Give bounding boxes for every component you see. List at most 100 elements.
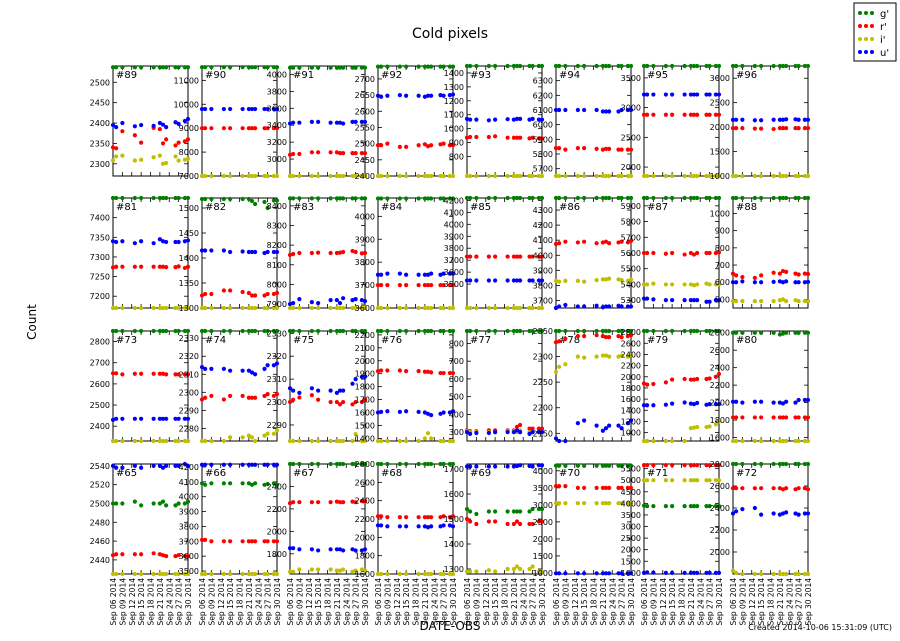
- data-point: [563, 501, 568, 506]
- data-point: [209, 462, 214, 467]
- data-point: [553, 484, 559, 489]
- data-point: [651, 173, 656, 179]
- y-tick-label: 2150: [533, 429, 553, 438]
- data-point: [425, 369, 431, 374]
- y-tick-label: 2800: [710, 329, 730, 338]
- data-point: [663, 92, 668, 97]
- data-point: [514, 328, 520, 334]
- data-point: [309, 500, 314, 505]
- data-point: [246, 539, 251, 544]
- data-point: [784, 117, 789, 122]
- data-point: [209, 393, 214, 399]
- data-point: [337, 328, 343, 334]
- data-point: [362, 547, 368, 552]
- data-point: [228, 65, 233, 70]
- x-tick-label: Sep 06 2014: [374, 578, 383, 626]
- data-point: [505, 278, 510, 283]
- data-point: [157, 120, 162, 126]
- data-point: [713, 282, 718, 287]
- data-point: [157, 127, 162, 132]
- data-point: [628, 328, 634, 334]
- data-point: [203, 106, 208, 112]
- data-point: [557, 107, 562, 113]
- data-point: [505, 464, 510, 469]
- data-point: [695, 195, 700, 201]
- data-point: [297, 250, 302, 256]
- data-point: [527, 136, 532, 141]
- x-tick-label: Sep 06 2014: [198, 578, 207, 626]
- data-point: [265, 291, 270, 297]
- data-point: [514, 254, 520, 259]
- legend: g'r'i'u': [853, 2, 897, 62]
- panel-label: #95: [647, 70, 668, 81]
- y-tick-label: 1300: [444, 565, 464, 574]
- y-tick-label: 3700: [533, 296, 553, 305]
- data-point: [713, 92, 718, 97]
- data-point: [429, 328, 434, 334]
- y-tick-label: 3900: [355, 235, 375, 244]
- data-point: [740, 400, 745, 405]
- data-point: [334, 120, 339, 125]
- data-point: [274, 249, 280, 255]
- data-point: [209, 366, 214, 371]
- data-point: [337, 388, 343, 393]
- data-point: [120, 438, 125, 444]
- data-point: [603, 463, 609, 468]
- y-tick-label: 2400: [355, 172, 375, 181]
- data-point: [486, 509, 491, 514]
- data-point: [114, 125, 119, 130]
- data-point: [771, 195, 776, 201]
- data-point: [120, 328, 125, 334]
- data-point: [730, 399, 736, 404]
- y-tick-label: 2300: [533, 353, 553, 362]
- y-tick-label: 2600: [355, 107, 375, 116]
- y-tick-label: 7900: [267, 300, 287, 309]
- data-point: [328, 388, 333, 393]
- data-point: [287, 386, 293, 391]
- data-point: [297, 390, 302, 395]
- data-point: [511, 254, 516, 259]
- data-point: [802, 397, 807, 403]
- data-point: [353, 305, 358, 311]
- data-point: [139, 438, 144, 444]
- y-tick-label: 1900: [355, 370, 375, 379]
- data-point: [575, 501, 580, 506]
- data-point: [511, 117, 516, 122]
- data-point: [641, 282, 647, 287]
- data-point: [362, 250, 368, 256]
- data-point: [385, 271, 390, 276]
- data-point: [641, 328, 647, 334]
- data-point: [132, 463, 137, 468]
- data-point: [793, 280, 798, 285]
- x-tick-label: Sep 27 2014: [795, 578, 804, 626]
- data-point: [682, 504, 687, 509]
- data-point: [164, 265, 169, 270]
- data-point: [157, 501, 162, 506]
- data-point: [486, 305, 491, 311]
- data-point: [164, 239, 169, 245]
- data-point: [447, 438, 452, 444]
- data-point: [337, 402, 343, 407]
- data-point: [594, 146, 599, 151]
- data-point: [616, 173, 621, 179]
- data-point: [527, 305, 532, 311]
- data-point: [385, 196, 390, 201]
- data-point: [594, 463, 599, 468]
- data-point: [625, 304, 630, 309]
- legend-entry: u': [880, 48, 889, 59]
- data-point: [185, 499, 191, 504]
- data-point: [759, 330, 764, 335]
- data-point: [151, 551, 156, 556]
- panel: 1000120014001600180020002200240026002800…: [621, 328, 722, 444]
- data-point: [221, 196, 226, 202]
- y-tick-label: 2500: [533, 518, 553, 527]
- data-point: [114, 416, 119, 421]
- data-point: [563, 463, 568, 468]
- data-point: [793, 117, 798, 122]
- data-point: [353, 377, 358, 382]
- data-point: [185, 264, 191, 269]
- y-tick-label: 800: [449, 339, 464, 348]
- y-tick-label: 6100: [533, 106, 553, 115]
- data-point: [563, 328, 568, 334]
- data-point: [691, 173, 697, 179]
